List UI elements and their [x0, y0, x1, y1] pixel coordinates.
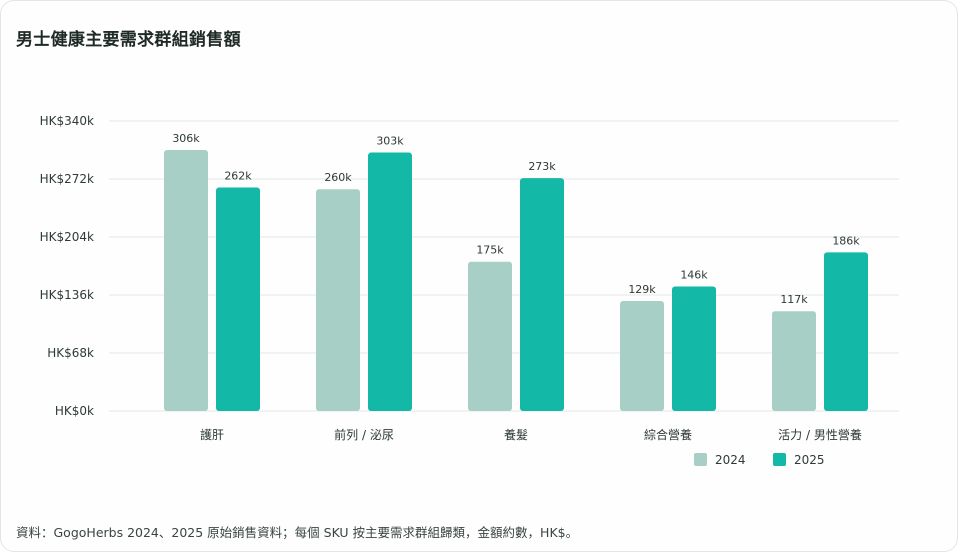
data-label: 303k: [376, 135, 404, 148]
y-axis-ticks: HK$0k HK$68k HK$136k HK$204k HK$272k HK$340k: [40, 114, 94, 418]
y-tick-label: HK$340k: [40, 114, 94, 128]
legend-label: 2024: [715, 453, 746, 467]
data-label: 273k: [528, 160, 556, 173]
bar-2024: [164, 150, 208, 411]
bar-2024: [772, 311, 816, 411]
data-label: 306k: [172, 132, 200, 145]
chart-title: 男士健康主要需求群組銷售額: [16, 30, 241, 50]
y-tick-label: HK$0k: [55, 404, 94, 418]
x-category-label: 前列 / 泌尿: [334, 427, 394, 442]
legend-swatch-2024: [694, 453, 707, 466]
x-category-label: 綜合營養: [644, 427, 692, 442]
bars: [164, 150, 868, 411]
data-labels: 306k 262k 260k 303k 175k 273k 129k 146k 117k 186k: [172, 132, 860, 306]
bar-2024: [468, 261, 512, 411]
legend-label: 2025: [794, 453, 825, 467]
bar-2025: [824, 252, 868, 411]
bar-2025: [672, 286, 716, 411]
x-category-label: 護肝: [200, 427, 224, 442]
data-label: 186k: [832, 234, 860, 247]
y-tick-label: HK$204k: [40, 230, 94, 244]
bar-2025: [368, 152, 412, 411]
bar-2025: [216, 187, 260, 411]
x-category-label: 活力 / 男性營養: [778, 427, 862, 442]
y-tick-label: HK$272k: [40, 172, 94, 186]
data-label: 146k: [680, 268, 708, 281]
data-label: 262k: [224, 170, 252, 183]
y-tick-label: HK$136k: [40, 288, 94, 302]
legend: 2024 2025: [694, 453, 825, 467]
bar-2025: [520, 178, 564, 411]
bar-2024: [620, 300, 664, 411]
source-note: 資料：GogoHerbs 2024、2025 原始銷售資料；每個 SKU 按主要…: [16, 525, 579, 540]
x-axis-labels: 護肝 前列 / 泌尿 養髮 綜合營養 活力 / 男性營養: [200, 427, 862, 442]
y-tick-label: HK$68k: [47, 346, 94, 360]
data-label: 175k: [476, 244, 504, 257]
bar-2024: [316, 189, 360, 411]
legend-swatch-2025: [773, 453, 786, 466]
data-label: 129k: [628, 283, 656, 296]
x-category-label: 養髮: [504, 427, 528, 442]
data-label: 117k: [780, 293, 808, 306]
data-label: 260k: [324, 171, 352, 184]
